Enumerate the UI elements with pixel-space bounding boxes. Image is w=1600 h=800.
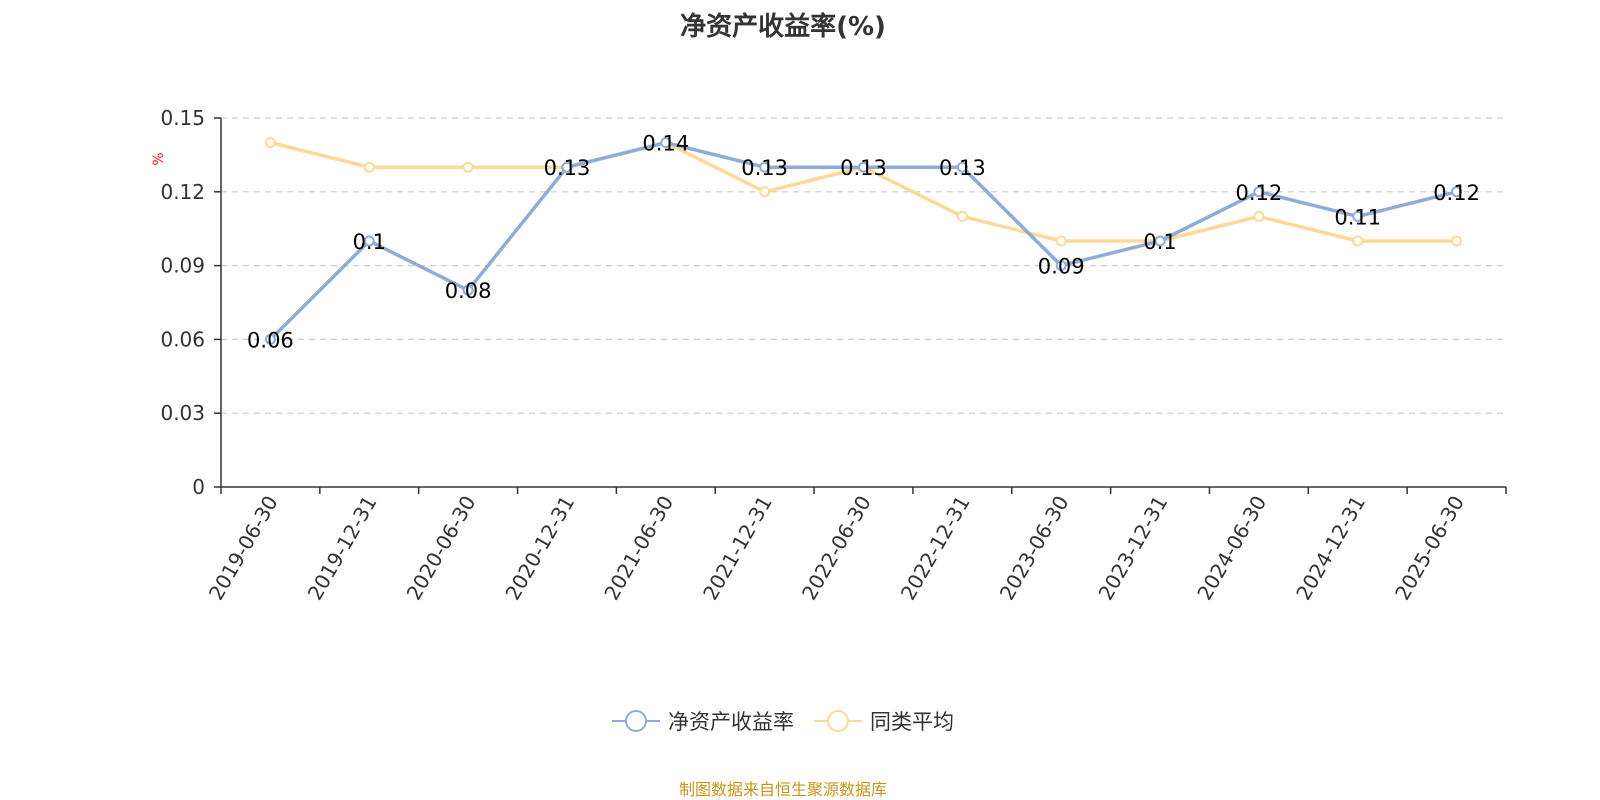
- data-label: 0.13: [840, 156, 887, 180]
- data-point-series-1: [858, 161, 869, 173]
- data-label: 0.06: [247, 328, 294, 352]
- x-tick-label: 2020-06-30: [402, 492, 481, 605]
- x-tick-label: 2020-12-31: [500, 492, 579, 605]
- x-tick-label: 2021-06-30: [599, 492, 678, 605]
- data-point-series-2: [462, 161, 474, 173]
- data-point-series-2: [363, 161, 375, 173]
- x-tick-label: 2023-06-30: [995, 492, 1074, 605]
- x-tick-label: 2025-06-30: [1390, 492, 1469, 605]
- data-label: 0.13: [544, 156, 591, 180]
- chart-title: 净资产收益率(%): [680, 12, 886, 42]
- y-tick-label: 0.15: [160, 106, 205, 130]
- y-tick-label: 0.06: [160, 327, 205, 351]
- data-label: 0.13: [939, 156, 986, 180]
- y-tick-label: 0.12: [160, 180, 205, 204]
- data-point-series-1: [363, 235, 375, 247]
- data-label: 0.1: [353, 230, 386, 254]
- legend-item-series-1[interactable]: 净资产收益率: [612, 706, 794, 736]
- data-point-series-1: [462, 284, 474, 296]
- x-tick-label: 2024-06-30: [1192, 492, 1271, 605]
- data-label: 0.13: [741, 156, 788, 180]
- x-tick-label: 2019-06-30: [204, 492, 283, 605]
- x-tick-label: 2019-12-31: [303, 492, 382, 605]
- data-point-series-1: [1253, 186, 1265, 198]
- data-point-series-2: [759, 186, 771, 198]
- legend-line-circle-icon: [814, 710, 862, 732]
- y-tick-label: 0.03: [160, 401, 205, 425]
- grid-lines: [221, 117, 1506, 414]
- axes: 0 0.03 0.06 0.09 0.12 0.15% 2019-06-30 2019-12-…: [151, 106, 1507, 605]
- data-point-series-2: [956, 210, 968, 222]
- legend-label-series-2: 同类平均: [870, 710, 954, 734]
- x-tick-label: 2021-12-31: [698, 492, 777, 605]
- source-note: 制图数据来自恒生聚源数据库: [678, 780, 887, 799]
- data-labels: 0.06 0.1 0.08 0.13 0.14 0.13 0.13 0.13 0.09 0.1 0.…: [247, 132, 1480, 353]
- x-tick-label: 2022-12-31: [896, 492, 975, 605]
- y-tick-label: 0: [192, 475, 205, 499]
- data-point-series-1: [264, 333, 276, 345]
- data-label: 0.08: [445, 279, 492, 303]
- data-point-series-2: [1352, 235, 1364, 247]
- data-point-series-2: [264, 137, 276, 149]
- data-label: 0.12: [1236, 181, 1283, 205]
- data-point-series-1: [1451, 186, 1463, 198]
- data-point-series-1: [660, 137, 672, 149]
- series-lines: [264, 137, 1463, 345]
- data-point-series-1: [561, 161, 573, 173]
- y-axis-label: %: [151, 152, 167, 165]
- x-tick-label: 2022-06-30: [797, 492, 876, 605]
- data-point-series-1: [759, 161, 771, 173]
- y-tick-label: 0.09: [160, 254, 205, 278]
- data-point-series-1: [1352, 210, 1364, 222]
- data-label: 0.1: [1143, 230, 1176, 254]
- data-point-series-1: [956, 161, 968, 173]
- x-tick-label: 2023-12-31: [1093, 492, 1172, 605]
- data-point-series-2: [1253, 210, 1265, 222]
- data-point-series-2: [1055, 235, 1067, 247]
- x-tick-label: 2024-12-31: [1291, 492, 1370, 605]
- data-label: 0.14: [642, 132, 689, 156]
- legend-item-series-2[interactable]: 同类平均: [814, 706, 954, 736]
- legend-line-circle-icon: [612, 710, 660, 732]
- data-point-series-1: [1055, 260, 1067, 272]
- legend: 净资产收益率 同类平均: [0, 706, 1566, 736]
- legend-label-series-1: 净资产收益率: [668, 710, 794, 734]
- data-label: 0.11: [1334, 205, 1381, 229]
- data-label: 0.09: [1038, 255, 1085, 279]
- data-point-series-1: [1154, 235, 1166, 247]
- data-label: 0.12: [1433, 181, 1480, 205]
- data-point-series-2: [1451, 235, 1463, 247]
